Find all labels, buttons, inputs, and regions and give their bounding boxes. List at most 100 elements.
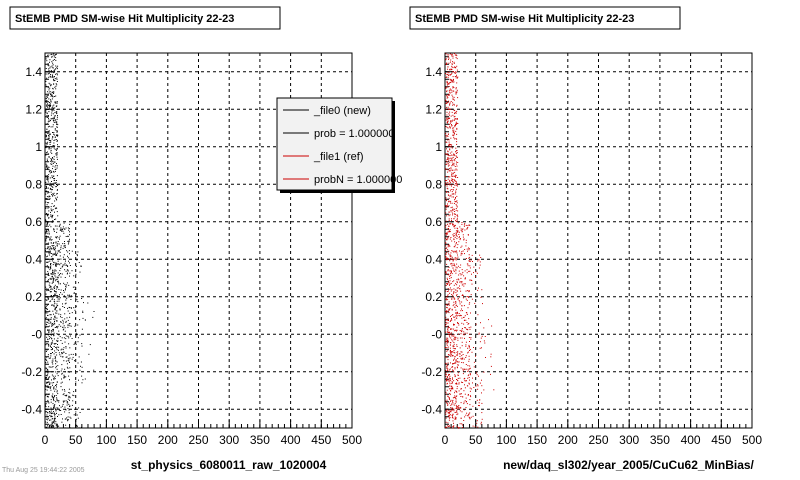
data-point (450, 61, 451, 63)
data-point (47, 166, 49, 168)
data-point (64, 303, 66, 305)
data-point (49, 198, 51, 200)
data-point (58, 324, 60, 326)
data-point (454, 244, 456, 246)
data-point (52, 75, 53, 77)
data-point (69, 272, 71, 274)
data-point (450, 271, 452, 273)
data-point (51, 98, 53, 100)
data-point (471, 254, 473, 256)
data-point (45, 394, 47, 396)
data-point (55, 185, 57, 187)
data-point (450, 263, 452, 265)
data-point (448, 133, 449, 135)
data-point (457, 230, 459, 232)
data-point (53, 184, 55, 186)
data-point (69, 379, 70, 381)
data-point (52, 281, 54, 283)
data-point (46, 132, 48, 134)
data-point (54, 248, 55, 250)
data-point (461, 328, 463, 329)
data-point (55, 242, 57, 244)
data-point (462, 424, 463, 426)
data-point (49, 172, 51, 174)
data-point (48, 272, 49, 274)
data-point (49, 198, 51, 200)
data-point (445, 411, 447, 413)
data-point (56, 305, 58, 307)
data-point (476, 372, 477, 374)
x-tick-label: 0 (42, 433, 49, 447)
data-point (62, 329, 64, 331)
data-point (75, 318, 76, 320)
data-point (454, 412, 456, 413)
data-point (45, 256, 47, 258)
data-point (447, 330, 449, 332)
data-point (453, 323, 454, 325)
data-point (463, 285, 465, 287)
data-point (447, 94, 449, 96)
data-point (76, 427, 78, 429)
data-point (453, 179, 455, 181)
data-point (455, 138, 457, 140)
data-point (66, 394, 68, 396)
data-point (48, 275, 50, 276)
data-point (449, 410, 451, 412)
data-point (47, 108, 49, 110)
data-point (468, 323, 470, 324)
data-point (57, 115, 58, 117)
data-point (46, 324, 48, 326)
data-point (457, 361, 459, 363)
data-point (447, 165, 449, 167)
data-point (454, 246, 456, 248)
data-point (446, 135, 448, 137)
data-point (52, 163, 54, 164)
data-point (461, 341, 463, 343)
data-point (447, 299, 449, 301)
data-point (69, 323, 71, 324)
data-point (58, 414, 60, 416)
data-point (449, 414, 451, 416)
data-point (462, 234, 464, 236)
data-point (454, 375, 456, 377)
data-point (55, 186, 57, 188)
data-point (454, 306, 456, 308)
data-point (450, 256, 452, 258)
data-point (465, 319, 467, 321)
data-point (56, 397, 58, 399)
data-point (452, 378, 453, 380)
data-point (61, 337, 63, 339)
data-point (450, 73, 452, 75)
data-point (49, 103, 51, 105)
data-point (452, 119, 454, 121)
data-point (56, 300, 58, 302)
x-tick-label: 50 (69, 433, 83, 447)
data-point (450, 334, 452, 336)
data-point (451, 158, 453, 160)
data-point (60, 316, 61, 318)
data-point (47, 262, 49, 263)
data-point (51, 325, 53, 326)
data-point (446, 350, 448, 352)
data-point (45, 240, 47, 242)
data-point (55, 307, 56, 309)
data-point (455, 336, 457, 338)
data-point (59, 308, 61, 310)
data-point (458, 427, 460, 429)
data-point (62, 264, 64, 266)
data-point (48, 303, 49, 305)
data-point (48, 402, 50, 404)
data-point (451, 414, 453, 416)
data-point (448, 155, 450, 157)
data-point (446, 306, 448, 308)
data-point (75, 411, 77, 413)
data-point (83, 302, 84, 304)
data-point (75, 370, 76, 372)
data-point (447, 346, 449, 348)
data-point (453, 359, 454, 361)
data-point (450, 168, 452, 170)
data-point (59, 255, 61, 257)
data-point (58, 243, 60, 245)
data-point (456, 206, 458, 208)
data-point (56, 263, 58, 265)
